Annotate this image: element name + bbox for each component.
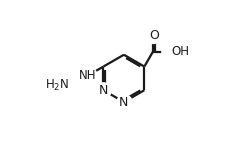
Text: NH: NH: [78, 69, 96, 82]
Text: OH: OH: [171, 45, 189, 58]
Text: O: O: [149, 29, 159, 42]
Text: H$_2$N: H$_2$N: [46, 78, 70, 93]
Text: N: N: [99, 84, 108, 97]
Text: N: N: [119, 95, 128, 108]
